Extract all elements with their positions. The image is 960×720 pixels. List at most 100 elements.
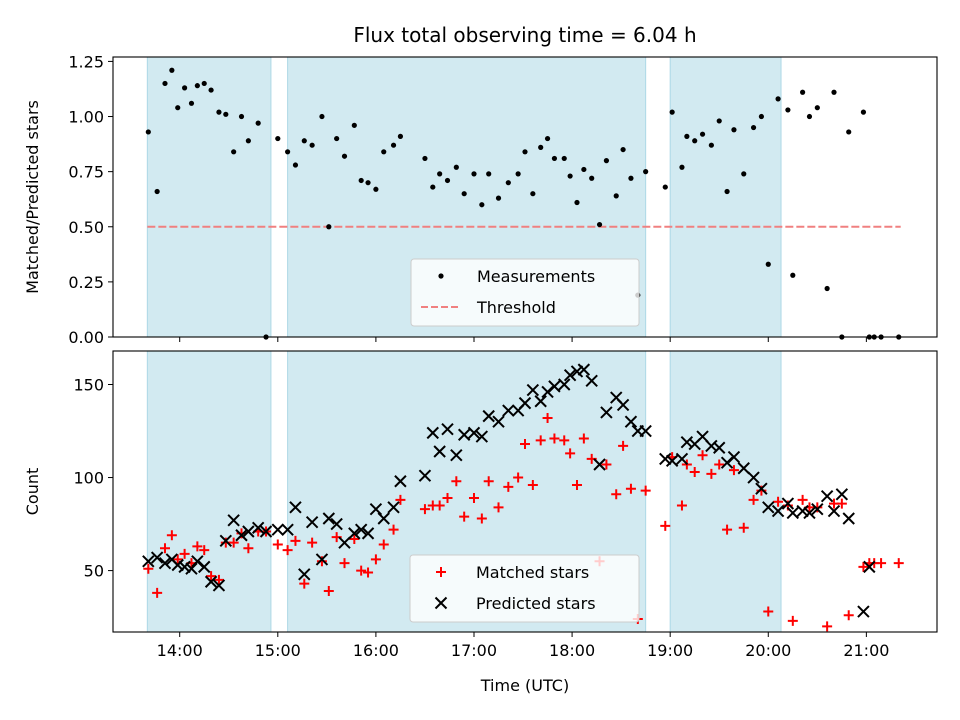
ratio-panel-y-axis-label: Matched/Predicted stars [23, 100, 42, 294]
matched-star-point [166, 530, 177, 541]
matched-star-point [893, 558, 904, 569]
predicted-star-point [158, 556, 172, 570]
predicted-star-point [289, 501, 302, 514]
measurement-point [628, 175, 634, 181]
predicted-star-point [281, 523, 294, 536]
count-panel: 50 100 150 14:00 15:00 16:00 17:00 18:00 19:00 2… [23, 350, 938, 695]
ratio-panel-legend: Measurements Threshold [410, 258, 640, 327]
predicted-star-point [271, 523, 285, 536]
ratio-panel-x-ticks [179, 337, 867, 342]
predicted-star-point [369, 502, 383, 516]
predicted-star-point [467, 426, 481, 440]
measurement-point [567, 173, 573, 179]
matched-star-point [797, 494, 808, 505]
measurement-point [596, 221, 603, 228]
measurement-point [437, 171, 443, 177]
matched-star-point [660, 520, 671, 531]
measurement-point [461, 191, 467, 197]
count-panel-y-axis-label: Count [23, 468, 42, 516]
measurement-point [620, 146, 626, 153]
matched-star-point [748, 494, 759, 505]
predicted-star-point [616, 398, 630, 412]
matched-star-point [611, 489, 622, 500]
matched-star-point [316, 556, 327, 567]
predicted-star-point [251, 521, 265, 534]
predicted-star-point [227, 514, 240, 527]
predicted-star-point [803, 506, 816, 520]
shaded-interval-1 [146, 350, 272, 633]
predicted-star-point [835, 488, 849, 501]
matched-star-point [542, 412, 553, 423]
measurement-point [662, 184, 668, 190]
measurement-point [806, 113, 813, 120]
matched-star-point [565, 448, 576, 459]
predicted-star-point [639, 424, 652, 438]
measurement-point [238, 113, 245, 120]
measurement-point [530, 191, 536, 197]
predicted-star-point [665, 454, 679, 468]
shaded-interval-1 [146, 56, 272, 338]
matched-star-point [468, 493, 479, 504]
measurement-point [824, 285, 830, 292]
predicted-star-point [212, 579, 226, 592]
measurement-point [169, 67, 175, 73]
predicted-star-point [361, 527, 375, 540]
matched-star-point [442, 493, 453, 504]
predicted-star-point [563, 368, 577, 382]
measurement-point [603, 158, 610, 164]
matched-star-point [356, 565, 367, 576]
predicted-star-point [441, 422, 454, 436]
measurement-point [708, 142, 714, 148]
predicted-star-point [600, 406, 613, 419]
ratio-panel-frame [112, 56, 938, 338]
predicted-star-point [315, 553, 329, 566]
x-tick-label: 19:00 [647, 641, 693, 660]
matched-star-point [728, 465, 739, 476]
measurement-point [495, 195, 502, 201]
matched-star-point [640, 485, 651, 496]
matched-star-point [199, 545, 210, 556]
predicted-star-point [624, 415, 638, 428]
predicted-star-point [534, 395, 547, 408]
x-tick-label: 20:00 [745, 641, 791, 660]
predicted-star-point [820, 489, 834, 503]
predicted-star-point [242, 525, 255, 538]
predicted-star-point [219, 534, 233, 548]
y-tick-label: 1.25 [68, 52, 104, 71]
matched-star-point [625, 483, 636, 494]
ratio-panel: 0.00 0.25 0.50 0.75 1.00 1.25 Matched/Predict… [23, 52, 938, 347]
measurement-point [699, 131, 706, 137]
measurement-point [334, 135, 340, 142]
matched-star-point [339, 558, 350, 569]
matched-star-point [689, 466, 700, 477]
measurement-point [551, 155, 558, 162]
measurement-point [145, 129, 151, 135]
count-panel-legend: Matched stars Predicted stars [409, 554, 640, 623]
measurements-points [145, 67, 902, 340]
count-panel-frame [112, 350, 938, 633]
predicted-star-point [857, 605, 870, 618]
measurement-point [301, 138, 307, 144]
predicted-star-point [142, 555, 155, 568]
measurement-point [613, 193, 619, 199]
measurement-point [292, 162, 299, 168]
shaded-interval-3 [669, 56, 782, 338]
matched-star-point [228, 537, 239, 548]
predicted-star-point [811, 502, 824, 516]
legend-plus-glyph [436, 567, 446, 577]
count-panel-y-ticks: 50 100 150 [73, 375, 113, 581]
matched-star-point [549, 433, 560, 444]
matched-star-point [876, 558, 887, 569]
measurement-point [154, 188, 160, 195]
matched-star-point [206, 571, 217, 582]
predicted-star-point [418, 469, 432, 482]
measurement-point [750, 124, 757, 131]
measurement-point [175, 105, 181, 111]
matched-star-point [858, 561, 869, 572]
measurement-point [479, 202, 485, 208]
predicted-star-point [198, 560, 211, 574]
predicted-star-point [727, 450, 741, 464]
measurement-point [544, 135, 551, 142]
matched-star-point [843, 610, 854, 621]
matched-star-point [722, 524, 733, 535]
